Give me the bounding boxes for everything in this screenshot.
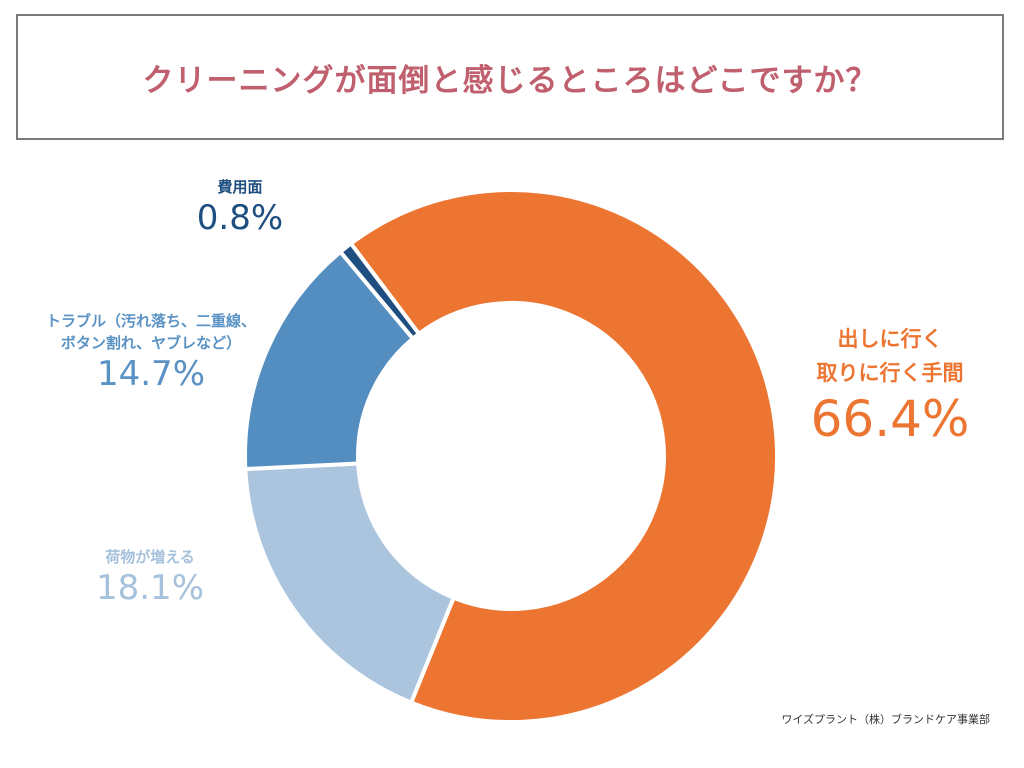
label-name: 取りに行く手間 <box>816 361 964 385</box>
label-slice-0: 出しに行く 取りに行く手間 66.4% <box>790 322 990 448</box>
credit: ワイズプラント（株）ブランドケア事業部 <box>781 713 990 726</box>
donut-slice-1 <box>243 461 457 706</box>
label-slice-3: 費用面 0.8% <box>160 176 320 238</box>
label-slice-2: トラブル（汚れ落ち、二重線、 ボタン割れ、ヤブレなど） 14.7% <box>16 310 286 394</box>
label-name: 荷物が増える <box>105 548 195 566</box>
label-name: ボタン割れ、ヤブレなど） <box>60 334 242 352</box>
label-value: 0.8% <box>196 198 284 238</box>
title-box: クリーニングが面倒と感じるところはどこですか？ <box>16 14 1004 140</box>
label-name: 費用面 <box>217 178 263 196</box>
label-value: 14.7% <box>96 354 205 394</box>
label-name: 出しに行く <box>837 327 943 351</box>
donut-slice-2 <box>243 249 416 472</box>
donut-slice-3 <box>337 240 422 342</box>
chart-title: クリーニングが面倒と感じるところはどこですか？ <box>142 62 878 99</box>
label-value: 66.4% <box>810 390 970 448</box>
label-name: トラブル（汚れ落ち、二重線、 <box>45 312 256 330</box>
label-value: 18.1% <box>95 568 204 608</box>
donut-slice-0 <box>348 188 779 724</box>
label-slice-1: 荷物が増える 18.1% <box>40 546 260 608</box>
